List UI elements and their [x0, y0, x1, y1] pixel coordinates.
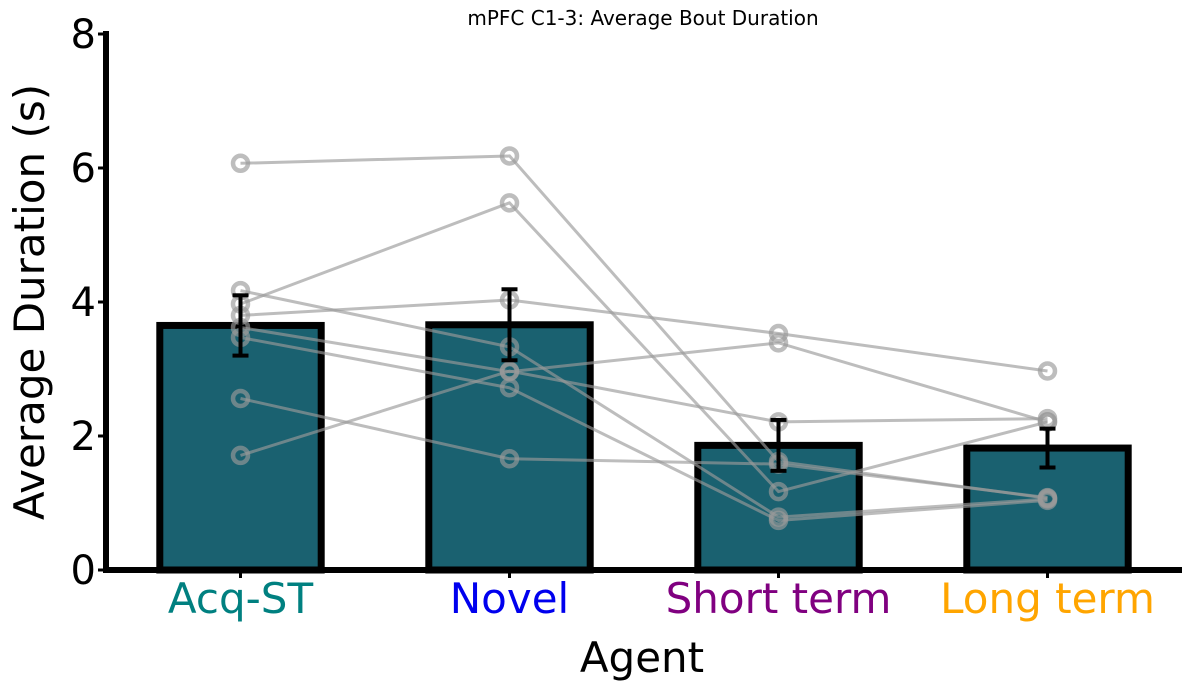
x-tick-label-novel: Novel [450, 574, 569, 623]
x-axis-label: Agent [580, 633, 704, 682]
y-tick-label-6: 6 [71, 146, 96, 192]
subject-point-5-3 [768, 333, 789, 353]
subject-point-7-1 [230, 388, 251, 409]
subject-line-1 [240, 154, 1048, 500]
y-tick-label-4: 4 [71, 280, 96, 326]
chart-title: mPFC C1-3: Average Bout Duration [467, 6, 818, 30]
x-tick-label-acq-st: Acq-ST [168, 574, 314, 623]
subject-lines-layer [230, 146, 1058, 531]
subject-line-4 [240, 289, 1048, 519]
subject-line-5 [240, 325, 1048, 424]
subject-point-8-4 [1037, 408, 1058, 429]
subject-line-6 [240, 336, 1048, 522]
subject-point-7-4 [1037, 487, 1058, 508]
y-tick-label-0: 0 [71, 548, 96, 594]
subject-point-8-1 [230, 445, 251, 466]
y-ticks-layer: 0 2 4 6 8 [71, 12, 106, 594]
subject-line-2 [239, 201, 1048, 494]
subject-point-6-3 [768, 510, 789, 531]
subject-point-3-4 [1037, 361, 1058, 381]
subject-point-7-2 [499, 449, 520, 469]
subject-point-8-2 [499, 361, 520, 381]
subject-point-2-2 [499, 193, 520, 213]
subject-point-1-1 [230, 153, 251, 174]
subject-point-1-2 [499, 146, 520, 166]
y-tick-label-8: 8 [71, 12, 96, 58]
subject-point-3-3 [768, 323, 789, 344]
x-tick-label-long-term: Long term [940, 574, 1155, 623]
y-tick-label-2: 2 [71, 414, 96, 460]
y-axis-label: Average Duration (s) [5, 84, 54, 520]
subject-line-7 [240, 397, 1048, 500]
subject-point-2-3 [768, 481, 789, 502]
subject-line-3 [240, 298, 1048, 373]
x-ticks-layer: Acq-ST Novel Short term Long term [168, 570, 1155, 623]
subject-line-8 [240, 369, 1048, 457]
error-bars-layer [232, 287, 1056, 473]
x-tick-label-short-term: Short term [666, 574, 892, 623]
